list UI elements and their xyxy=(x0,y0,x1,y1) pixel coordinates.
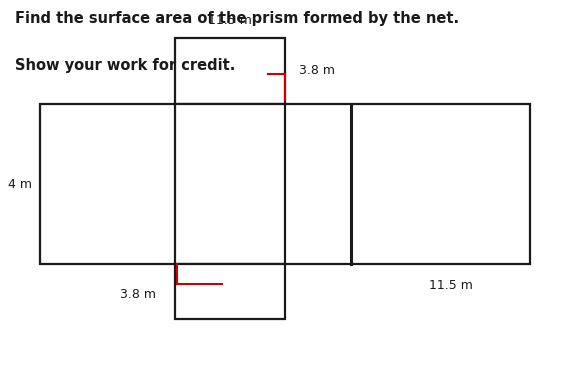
Text: 3.8 m: 3.8 m xyxy=(120,288,156,301)
Text: 11.5 m: 11.5 m xyxy=(429,279,473,292)
Bar xyxy=(40,104,530,264)
Bar xyxy=(175,104,285,264)
Text: 11.5 m: 11.5 m xyxy=(208,14,252,27)
Text: Show your work for credit.: Show your work for credit. xyxy=(15,58,236,73)
Bar xyxy=(175,264,285,319)
Bar xyxy=(175,38,285,104)
Text: 3.8 m: 3.8 m xyxy=(299,64,335,77)
Text: Find the surface area of the prism formed by the net.: Find the surface area of the prism forme… xyxy=(15,11,460,25)
Text: 4 m: 4 m xyxy=(7,177,32,191)
